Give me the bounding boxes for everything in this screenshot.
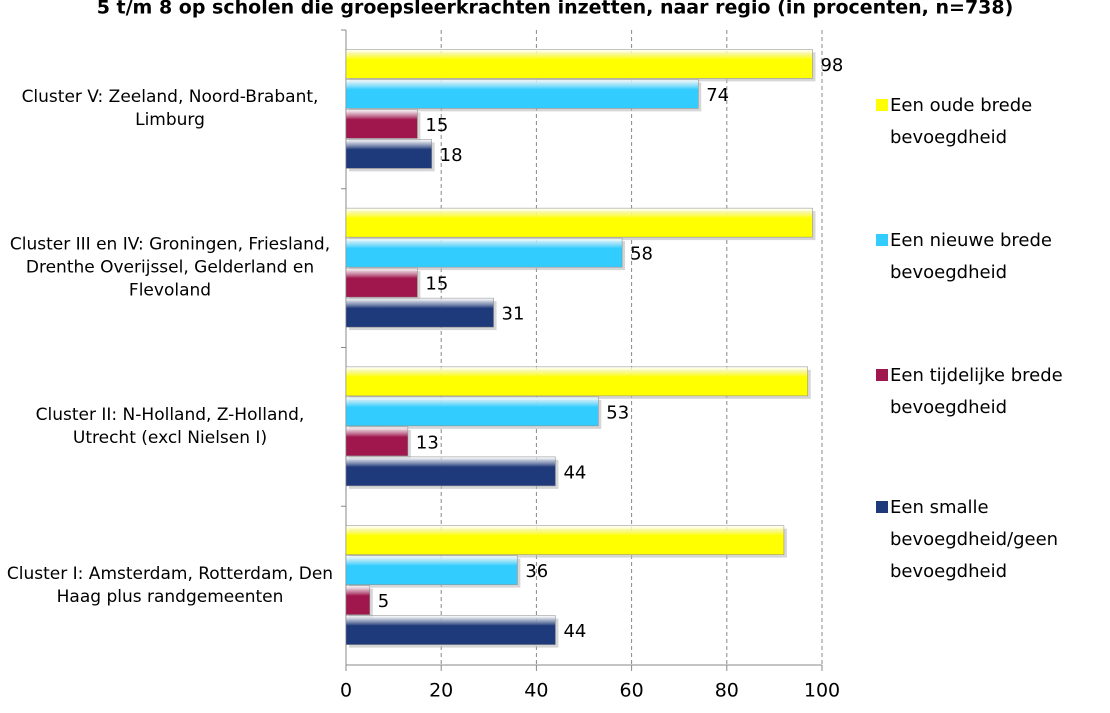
legend-entry: Een oude brede bevoegdheid xyxy=(876,90,1105,154)
bar xyxy=(345,456,556,487)
data-label: 15 xyxy=(425,115,448,136)
bar xyxy=(345,109,418,139)
x-tick-label: 80 xyxy=(715,680,739,702)
legend-swatch xyxy=(876,234,888,246)
bar xyxy=(345,396,599,427)
x-tick-label: 100 xyxy=(804,680,840,702)
x-tick-label: 0 xyxy=(340,680,352,702)
bar xyxy=(345,615,556,645)
data-label: 74 xyxy=(706,85,729,106)
legend-swatch xyxy=(876,99,888,111)
category-label: Cluster V: Zeeland, Noord-Brabant, Limbu… xyxy=(21,87,319,131)
bar xyxy=(345,426,409,457)
bar xyxy=(345,525,785,555)
bar xyxy=(345,237,623,268)
bar xyxy=(345,207,813,238)
bar xyxy=(345,585,371,615)
data-label: 98 xyxy=(820,55,843,76)
data-label: 58 xyxy=(630,244,653,265)
category-label: Cluster III en IV: Groningen, Friesland,… xyxy=(9,234,331,301)
data-label: 15 xyxy=(425,274,448,295)
bar xyxy=(345,49,813,79)
legend-swatch xyxy=(876,369,888,381)
data-label: 44 xyxy=(563,462,586,483)
bar xyxy=(345,297,494,328)
data-label: 44 xyxy=(563,621,586,642)
category-label: Cluster I: Amsterdam, Rotterdam, Den Haa… xyxy=(6,563,334,607)
x-tick-label: 40 xyxy=(524,680,548,702)
legend-swatch xyxy=(876,501,888,513)
data-label: 18 xyxy=(440,145,463,166)
x-tick-label: 60 xyxy=(620,680,644,702)
bar xyxy=(345,366,808,397)
data-label: 36 xyxy=(525,561,548,582)
bar xyxy=(345,267,418,298)
category-label: Cluster II: N-Holland, Z-Holland, Utrech… xyxy=(35,404,305,448)
bar xyxy=(345,79,699,109)
bar xyxy=(345,139,432,169)
legend-entry: Een tijdelijke brede bevoegdheid xyxy=(876,360,1105,424)
data-label: 5 xyxy=(378,591,389,612)
data-label: 31 xyxy=(502,304,525,325)
legend-entry: Een smalle bevoegdheid/geen bevoegdheid xyxy=(876,492,1105,588)
legend-entry: Een nieuwe brede bevoegdheid xyxy=(876,225,1105,289)
data-label: 13 xyxy=(416,432,439,453)
data-label: 53 xyxy=(606,402,629,423)
bar xyxy=(345,555,518,585)
chart-title: 5 t/m 8 op scholen die groepsleerkrachte… xyxy=(97,0,1014,19)
x-tick-label: 20 xyxy=(429,680,453,702)
